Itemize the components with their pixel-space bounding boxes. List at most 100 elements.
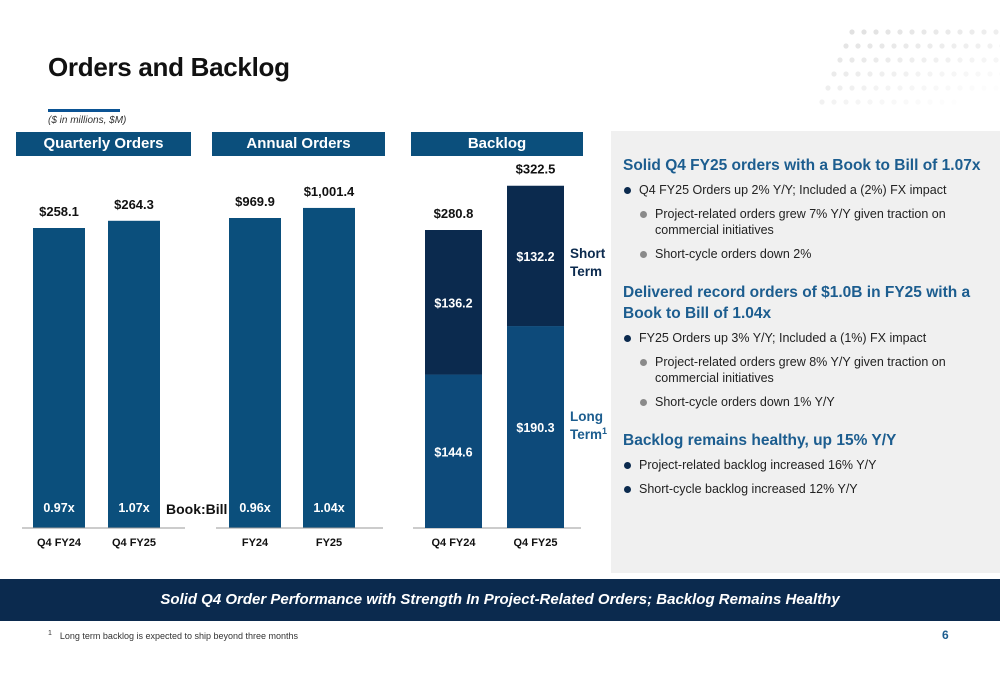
decor-dot: [873, 85, 879, 91]
highlight-heading: Solid Q4 FY25 orders with a Book to Bill…: [623, 157, 981, 174]
decor-dot: [903, 43, 909, 49]
decor-dot: [945, 29, 951, 35]
quarterly-orders-value-label: $258.1: [39, 204, 79, 219]
decor-dot: [855, 99, 861, 105]
decor-dot: [843, 71, 849, 77]
decor-dot: [909, 85, 915, 91]
backlog-category-label: Q4 FY24: [431, 537, 476, 549]
decor-dot: [957, 29, 963, 35]
annual-orders-book-to-bill: 1.04x: [313, 501, 344, 515]
backlog-header: Backlog: [411, 132, 583, 156]
decor-dot: [951, 43, 957, 49]
decor-dot: [867, 99, 873, 105]
decor-dot: [873, 29, 879, 35]
decor-dot: [921, 29, 927, 35]
decor-dot: [909, 29, 915, 35]
decorative-dot-pattern: [819, 29, 1000, 105]
decor-dot: [855, 43, 861, 49]
backlog-short-term-bar-1: [507, 185, 564, 327]
decor-dot: [873, 57, 879, 63]
highlight-sub-bullet: Short-cycle orders down 1% Y/Y: [623, 394, 983, 410]
decor-dot: [915, 71, 921, 77]
decor-dot: [831, 71, 837, 77]
annual-orders-value-label: $969.9: [235, 194, 275, 209]
decor-dot: [891, 99, 897, 105]
units-note: ($ in millions, $M): [48, 115, 127, 126]
decor-dot: [885, 57, 891, 63]
decor-dot: [939, 43, 945, 49]
decor-dot: [885, 29, 891, 35]
decor-dot: [987, 71, 993, 77]
decor-dot: [897, 85, 903, 91]
annual-orders-value-label: $1,001.4: [304, 184, 355, 199]
decor-dot: [909, 57, 915, 63]
footnote: 1 Long term backlog is expected to ship b…: [48, 630, 298, 641]
decor-dot: [921, 57, 927, 63]
decor-dot: [825, 85, 831, 91]
decor-dot: [963, 43, 969, 49]
annual-orders-header: Annual Orders: [212, 132, 385, 156]
decor-dot: [885, 85, 891, 91]
highlights-content: Solid Q4 FY25 orders with a Book to Bill…: [623, 155, 983, 505]
decor-dot: [927, 71, 933, 77]
annual-orders-category-label: FY25: [316, 537, 342, 549]
decor-dot: [927, 99, 933, 105]
decor-dot: [849, 85, 855, 91]
decor-dot: [945, 57, 951, 63]
decor-dot: [861, 29, 867, 35]
decor-dot: [957, 57, 963, 63]
footnote-text: Long term backlog is expected to ship be…: [59, 631, 299, 641]
decor-dot: [819, 99, 825, 105]
charts-area: $258.1 0.97x Q4 FY24 $264.3 1.07x Q4 FY25 $969…: [22, 162, 607, 549]
decor-dot: [903, 99, 909, 105]
decor-dot: [987, 43, 993, 49]
decor-dot: [933, 57, 939, 63]
decor-dot: [843, 43, 849, 49]
decor-dot: [879, 99, 885, 105]
decor-dot: [993, 85, 998, 90]
backlog-long-term-bar-0: [425, 374, 482, 528]
long-term-series-label: Long Term1: [570, 409, 607, 442]
decor-dot: [849, 29, 855, 35]
footer-banner: Solid Q4 Order Performance with Strength…: [0, 579, 1000, 621]
annual-orders-book-to-bill: 0.96x: [239, 501, 270, 515]
decor-dot: [933, 85, 939, 91]
decor-dot: [981, 85, 987, 91]
backlog-category-label: Q4 FY25: [513, 537, 557, 549]
decor-dot: [933, 29, 939, 35]
decor-dot: [903, 71, 909, 77]
quarterly-orders-value-label: $264.3: [114, 197, 154, 212]
decor-dot: [879, 43, 885, 49]
decor-dot: [993, 29, 999, 35]
decor-dot: [855, 71, 861, 77]
decor-dot: [939, 71, 945, 77]
highlight-bullet: FY25 Orders up 3% Y/Y; Included a (1%) F…: [623, 330, 983, 346]
backlog-short-term-label: $132.2: [516, 250, 554, 264]
decor-dot: [897, 57, 903, 63]
highlight-sub-bullet: Short-cycle orders down 2%: [623, 246, 983, 262]
highlight-bullet: Short-cycle backlog increased 12% Y/Y: [623, 481, 983, 497]
decor-dot: [861, 85, 867, 91]
decor-dot: [915, 99, 921, 105]
highlight-sub-bullet: Project-related orders grew 7% Y/Y given…: [623, 206, 983, 238]
decor-dot: [939, 99, 945, 105]
book-bill-label: Book:Bill: [166, 501, 227, 517]
backlog-total-label: $280.8: [434, 206, 474, 221]
annual-orders-category-label: FY24: [242, 537, 269, 549]
quarterly-orders-category-label: Q4 FY24: [37, 537, 82, 549]
highlights-panel: [611, 131, 1000, 573]
decor-dot: [945, 85, 951, 91]
short-term-series-label: Short Term: [570, 246, 606, 279]
decor-dot: [867, 43, 873, 49]
decor-dot: [837, 57, 843, 63]
decor-dot: [897, 29, 903, 35]
page-title: Orders and Backlog: [48, 52, 290, 82]
decor-dot: [951, 99, 956, 104]
title-accent-line: [48, 109, 120, 112]
backlog-short-term-label: $136.2: [434, 296, 472, 310]
decor-dot: [993, 57, 999, 63]
quarterly-orders-bar-1: [108, 220, 160, 528]
decor-dot: [957, 85, 963, 91]
backlog-long-term-bar-1: [507, 326, 564, 528]
